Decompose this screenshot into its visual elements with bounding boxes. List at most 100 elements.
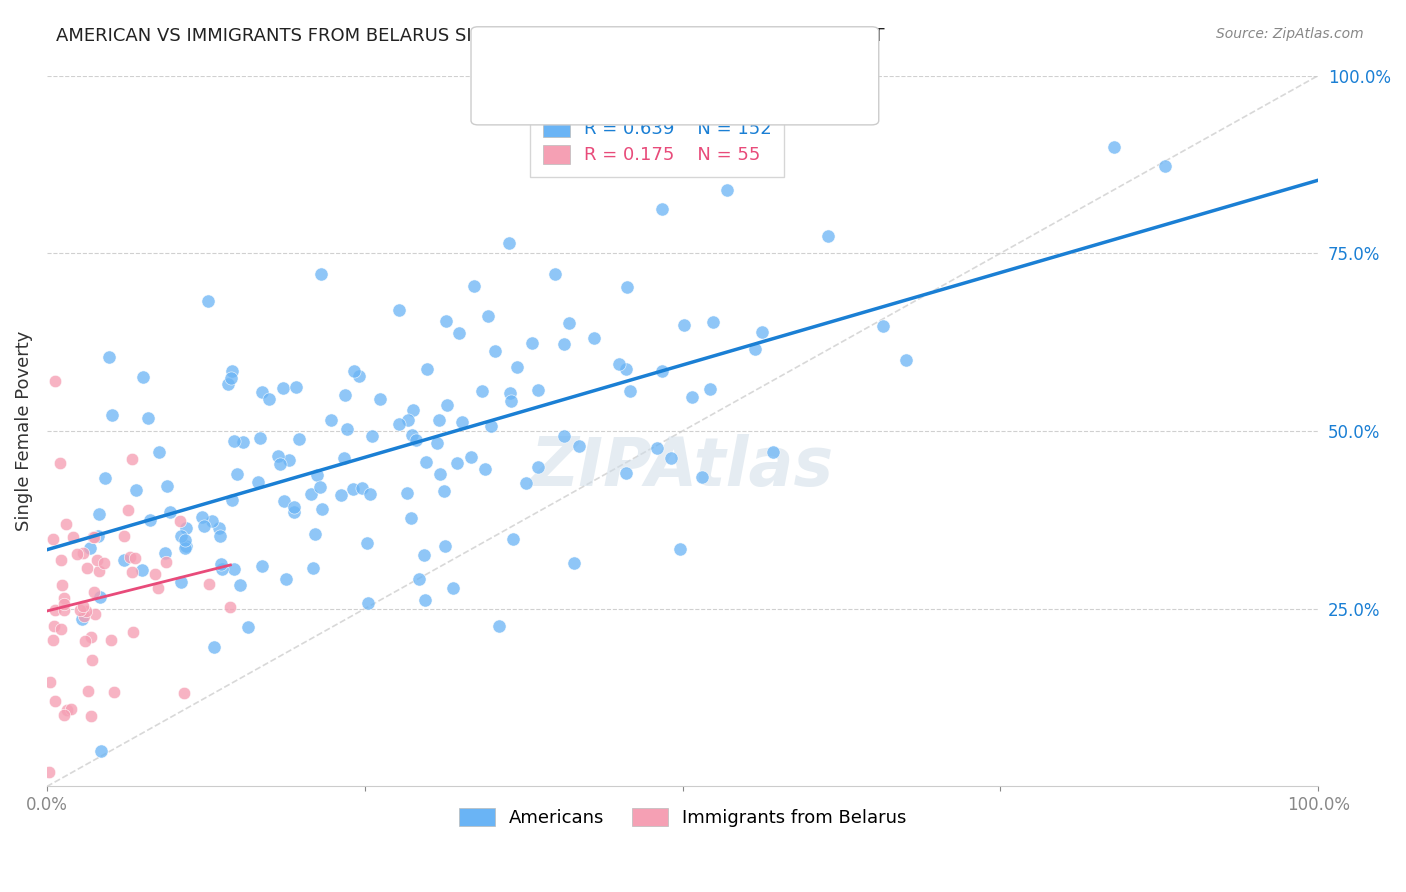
Point xyxy=(257,392,280,406)
Point xyxy=(287,432,309,446)
Text: ZIPAtlas: ZIPAtlas xyxy=(531,434,834,500)
Point xyxy=(463,279,485,293)
Point xyxy=(236,620,259,634)
Point xyxy=(49,456,72,470)
Point xyxy=(817,228,839,243)
Point xyxy=(176,521,198,535)
Point xyxy=(488,619,510,633)
Point xyxy=(273,494,295,508)
Point xyxy=(112,529,135,543)
Point xyxy=(659,451,682,466)
Point xyxy=(60,702,83,716)
Point xyxy=(208,521,231,535)
Point xyxy=(52,597,75,611)
Point xyxy=(669,542,692,557)
Point xyxy=(201,514,224,528)
Point xyxy=(136,410,159,425)
Point xyxy=(155,555,177,569)
Point xyxy=(402,402,425,417)
Point xyxy=(527,460,550,475)
Legend: Americans, Immigrants from Belarus: Americans, Immigrants from Belarus xyxy=(451,800,914,834)
Point xyxy=(751,325,773,339)
Point xyxy=(681,390,703,404)
Point xyxy=(305,467,328,482)
Point xyxy=(388,303,411,318)
Point xyxy=(356,596,378,610)
Point xyxy=(329,488,352,502)
Point xyxy=(269,457,291,471)
Point xyxy=(616,280,638,294)
Point xyxy=(520,335,543,350)
Point xyxy=(73,634,96,648)
Point xyxy=(309,267,332,281)
Point xyxy=(72,546,94,560)
Point xyxy=(434,540,457,554)
Point xyxy=(198,577,221,591)
Point xyxy=(246,475,269,490)
Point xyxy=(429,467,451,481)
Point xyxy=(120,550,142,565)
Point xyxy=(396,413,419,427)
Point xyxy=(65,547,87,561)
Point xyxy=(415,455,437,469)
Point xyxy=(221,364,243,378)
Point xyxy=(651,364,673,378)
Point xyxy=(202,640,225,654)
Point xyxy=(501,394,523,409)
Point xyxy=(433,483,456,498)
Point xyxy=(553,337,575,351)
Point xyxy=(499,386,522,401)
Point xyxy=(872,318,894,333)
Point xyxy=(103,685,125,699)
Point xyxy=(229,578,252,592)
Point xyxy=(283,500,305,515)
Point xyxy=(1102,139,1125,153)
Point xyxy=(156,478,179,492)
Point xyxy=(427,413,450,427)
Point xyxy=(75,604,97,618)
Point xyxy=(558,316,581,330)
Point xyxy=(614,361,637,376)
Y-axis label: Single Female Poverty: Single Female Poverty xyxy=(15,331,32,532)
Point xyxy=(436,398,458,412)
Point xyxy=(284,380,307,394)
Point xyxy=(412,548,434,562)
Point xyxy=(86,529,108,543)
Point xyxy=(471,384,494,398)
Point xyxy=(69,603,91,617)
Point xyxy=(51,578,73,592)
Point xyxy=(301,561,323,575)
Point xyxy=(117,502,139,516)
Point xyxy=(515,475,537,490)
Point xyxy=(44,603,66,617)
Point xyxy=(477,309,499,323)
Point xyxy=(336,422,359,436)
Point xyxy=(567,439,589,453)
Point xyxy=(651,202,673,216)
Point xyxy=(399,510,422,524)
Point xyxy=(79,541,101,555)
Point xyxy=(221,493,243,508)
Point xyxy=(51,622,73,636)
Point xyxy=(607,357,630,371)
Point xyxy=(93,556,115,570)
Point xyxy=(174,533,197,547)
Point xyxy=(699,382,721,396)
Point xyxy=(76,561,98,575)
Point xyxy=(460,450,482,464)
Point xyxy=(283,505,305,519)
Point xyxy=(211,561,233,575)
Point xyxy=(266,450,288,464)
Point xyxy=(553,429,575,443)
Point xyxy=(896,353,918,368)
Point xyxy=(191,510,214,524)
Point xyxy=(277,453,299,467)
Point xyxy=(441,582,464,596)
Point xyxy=(474,461,496,475)
Point xyxy=(77,684,100,698)
Point xyxy=(100,408,122,422)
Point xyxy=(42,633,65,648)
Point xyxy=(89,507,111,521)
Point xyxy=(716,183,738,197)
Point xyxy=(80,709,103,723)
